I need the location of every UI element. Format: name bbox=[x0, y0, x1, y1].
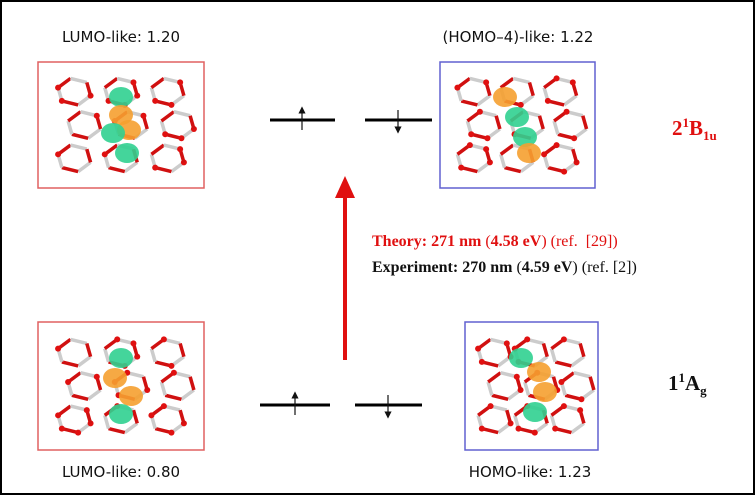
molecule-part bbox=[561, 169, 567, 175]
molecule-part bbox=[509, 348, 533, 368]
molecule-part bbox=[161, 403, 167, 409]
molecule-part bbox=[523, 402, 547, 422]
molecule-part bbox=[55, 151, 61, 157]
molecule-part bbox=[103, 368, 127, 388]
experiment: Experiment: 270 nm (4.59 eV) (ref. [2]) bbox=[372, 259, 637, 276]
experiment-part: ( bbox=[512, 259, 521, 276]
molecule-part bbox=[101, 123, 125, 143]
state-sub: g bbox=[700, 383, 707, 398]
molecule-part bbox=[109, 404, 133, 424]
molecule-part bbox=[458, 165, 464, 171]
molecule-part bbox=[483, 146, 489, 152]
molecule-part bbox=[477, 109, 483, 115]
molecule-part bbox=[554, 75, 560, 81]
molecule-part bbox=[59, 98, 65, 104]
molecule-part bbox=[168, 102, 174, 108]
molecule-part bbox=[130, 79, 136, 85]
molecule-part bbox=[84, 407, 90, 413]
molecule-part bbox=[161, 336, 167, 342]
theory-part: 4.58 eV bbox=[491, 233, 542, 250]
molecule-part bbox=[109, 87, 133, 107]
state-n: 2 bbox=[672, 116, 683, 140]
molecule-part bbox=[55, 85, 61, 91]
molecule-part bbox=[168, 363, 174, 369]
molecule-part bbox=[561, 336, 567, 342]
molecule-part bbox=[162, 131, 168, 137]
molecule-part bbox=[102, 151, 108, 157]
orbital-label: LUMO-like: 1.20 bbox=[62, 28, 180, 46]
theory-part: ) (ref. [29]) bbox=[541, 233, 617, 250]
molecule-part bbox=[564, 109, 570, 115]
diagram: LUMO-like: 1.20 (HOMO–4)-like: 1.22 LUMO… bbox=[0, 0, 755, 495]
orbital-label: (HOMO–4)-like: 1.22 bbox=[443, 28, 594, 46]
molecule-part bbox=[119, 386, 143, 406]
molecule-part bbox=[178, 135, 184, 141]
molecule-part bbox=[516, 426, 522, 432]
molecule-part bbox=[152, 98, 158, 104]
molecule-part bbox=[115, 143, 139, 163]
molecule-part bbox=[541, 151, 547, 157]
molecule-part bbox=[571, 135, 577, 141]
molecule-part bbox=[140, 113, 146, 119]
orbital-label: LUMO-like: 0.80 bbox=[62, 463, 180, 481]
molecule-part bbox=[130, 340, 136, 346]
theory: Theory: 271 nm (4.58 eV) (ref. [29]) bbox=[372, 233, 618, 250]
experiment-part: 4.59 eV bbox=[522, 259, 573, 276]
state-sym: B bbox=[689, 116, 703, 140]
state-sym: A bbox=[685, 371, 701, 395]
molecule-part bbox=[171, 370, 177, 376]
molecule-part bbox=[468, 131, 474, 137]
state-n: 1 bbox=[668, 371, 679, 395]
molecule-part bbox=[533, 382, 557, 402]
page: LUMO-like: 1.20 (HOMO–4)-like: 1.22 LUMO… bbox=[0, 0, 755, 495]
molecule-part bbox=[65, 379, 71, 385]
molecule-part bbox=[504, 340, 510, 346]
molecule-part bbox=[55, 412, 61, 418]
molecule-part bbox=[527, 362, 551, 382]
molecule-part bbox=[558, 379, 564, 385]
molecule-part bbox=[488, 403, 494, 409]
molecule-part bbox=[114, 336, 120, 342]
experiment-part: Experiment: 270 nm bbox=[372, 259, 513, 276]
molecule-part bbox=[109, 348, 133, 368]
molecule-part bbox=[554, 142, 560, 148]
molecule-part bbox=[148, 412, 154, 418]
molecule-part bbox=[484, 135, 490, 141]
molecule-part bbox=[493, 87, 517, 107]
molecule-part bbox=[517, 143, 541, 163]
theory-part: ( bbox=[481, 233, 490, 250]
molecule-part bbox=[467, 142, 473, 148]
molecule-part bbox=[94, 374, 100, 380]
molecule-part bbox=[561, 403, 567, 409]
molecule-part bbox=[483, 79, 489, 85]
molecule-part bbox=[479, 359, 485, 365]
theory-part: Theory: 271 nm bbox=[372, 233, 482, 250]
molecule-part bbox=[518, 102, 524, 108]
molecule-part bbox=[578, 396, 584, 402]
molecule-part bbox=[152, 165, 158, 171]
molecule-part bbox=[177, 79, 183, 85]
molecule-part bbox=[570, 79, 576, 85]
orbital-label: HOMO-like: 1.23 bbox=[469, 463, 592, 481]
molecule-part bbox=[552, 426, 558, 432]
molecule-part bbox=[55, 346, 61, 352]
molecule-part bbox=[479, 426, 485, 432]
state-sub: 1u bbox=[703, 128, 717, 143]
molecule-part bbox=[524, 336, 530, 342]
molecule-part bbox=[94, 113, 100, 119]
molecule-part bbox=[454, 85, 460, 91]
molecule-part bbox=[59, 426, 65, 432]
molecule-part bbox=[505, 107, 529, 127]
molecule-part bbox=[75, 430, 81, 436]
molecule-part bbox=[545, 98, 551, 104]
molecule-part bbox=[532, 430, 538, 436]
molecule-part bbox=[475, 346, 481, 352]
molecule-part bbox=[177, 146, 183, 152]
molecule-part bbox=[168, 430, 174, 436]
molecule-part bbox=[577, 407, 583, 413]
experiment-part: ) (ref. [2]) bbox=[572, 259, 636, 276]
molecule-part bbox=[514, 374, 520, 380]
